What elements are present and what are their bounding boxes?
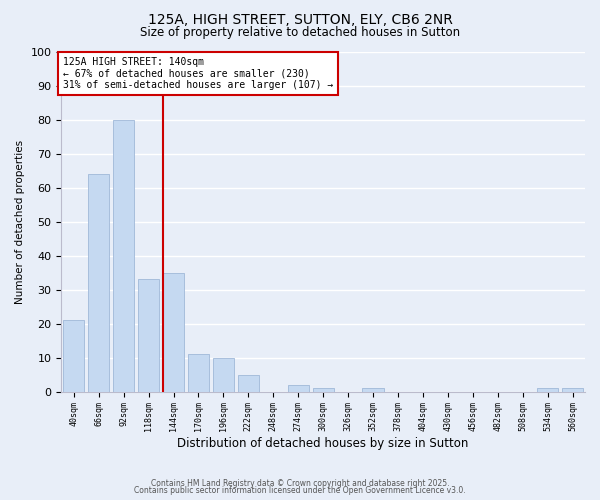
Bar [238, 374, 259, 392]
Bar [63, 320, 85, 392]
Bar [188, 354, 209, 392]
Bar [138, 280, 159, 392]
Text: Size of property relative to detached houses in Sutton: Size of property relative to detached ho… [140, 26, 460, 39]
Bar [287, 385, 309, 392]
Text: 125A, HIGH STREET, SUTTON, ELY, CB6 2NR: 125A, HIGH STREET, SUTTON, ELY, CB6 2NR [148, 12, 452, 26]
Bar [88, 174, 109, 392]
Text: Contains HM Land Registry data © Crown copyright and database right 2025.: Contains HM Land Registry data © Crown c… [151, 478, 449, 488]
Bar [163, 272, 184, 392]
Y-axis label: Number of detached properties: Number of detached properties [15, 140, 25, 304]
Bar [213, 358, 234, 392]
Text: 125A HIGH STREET: 140sqm
← 67% of detached houses are smaller (230)
31% of semi-: 125A HIGH STREET: 140sqm ← 67% of detach… [62, 56, 333, 90]
Bar [362, 388, 383, 392]
X-axis label: Distribution of detached houses by size in Sutton: Distribution of detached houses by size … [178, 437, 469, 450]
Text: Contains public sector information licensed under the Open Government Licence v3: Contains public sector information licen… [134, 486, 466, 495]
Bar [113, 120, 134, 392]
Bar [313, 388, 334, 392]
Bar [537, 388, 558, 392]
Bar [562, 388, 583, 392]
